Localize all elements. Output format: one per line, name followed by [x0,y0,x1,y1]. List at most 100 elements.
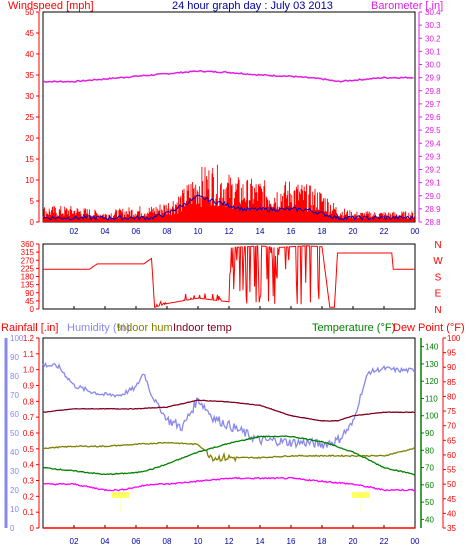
temp-tick-label: 80 [425,446,434,455]
series-indoor-hum [42,441,416,463]
temp-tick-label: 140 [425,343,439,352]
temp-x-tick-label: 06 [132,537,141,546]
sun-marker [111,492,130,498]
compass-label: E [435,289,442,300]
wind-x-tick-label: 02 [70,227,79,236]
wind-x-tick-label: 20 [349,227,358,236]
rain-tick-label: 0.1 [23,508,35,517]
temperature-label: Temperature (°F) [312,322,395,334]
baro-tick-label: 29.3 [425,152,441,161]
temp-tick-label: 50 [425,498,434,507]
baro-tick-label: 29.9 [425,74,441,83]
wind-tick-label: 0 [30,218,35,227]
direction-tick-label: 45 [25,297,34,306]
direction-tick-label: 360 [21,240,35,249]
humidity-tick-label: 20 [10,486,19,495]
series-humidity [42,361,416,449]
rain-tick-label: 0.7 [23,413,35,422]
rain-tick-label: 0.8 [23,397,35,406]
humidity-tick-label: 60 [10,410,19,419]
humidity-tick-label: 10 [10,505,19,514]
dew-tick-label: 65 [447,436,456,445]
baro-tick-label: 28.9 [425,205,441,214]
series-average-wind [42,194,414,221]
baro-tick-label: 28.8 [425,218,441,227]
rain-tick-label: 1.2 [23,334,35,343]
baro-tick-label: 30.2 [425,34,441,43]
wind-tick-label: 25 [25,113,34,122]
rain-tick-label: 0.5 [23,445,35,454]
humidity-tick-label: 70 [10,391,19,400]
direction-tick-label: 315 [21,248,35,257]
wind-x-tick-label: 06 [132,227,141,236]
series-dew-point-f [42,476,415,492]
wind-x-tick-label: 04 [101,227,110,236]
wind-x-tick-label: 08 [163,227,172,236]
temp-x-tick-label: 00 [411,537,420,546]
humidity-tick-label: 0 [10,524,15,533]
baro-tick-label: 29.7 [425,100,441,109]
wind-x-tick-label: 16 [287,227,296,236]
dew-tick-label: 75 [447,407,456,416]
temp-tick-label: 70 [425,464,434,473]
direction-tick-label: 90 [25,289,34,298]
humidity-tick-label: 40 [10,448,19,457]
wind-tick-label: 20 [25,134,34,143]
wind-x-tick-label: 18 [318,227,327,236]
dew-tick-label: 55 [447,466,456,475]
baro-tick-label: 29.5 [425,126,441,135]
baro-tick-label: 29.8 [425,87,441,96]
humidity-tick-label: 90 [10,353,19,362]
rain-tick-label: 0.4 [23,461,35,470]
dew-tick-label: 90 [447,363,456,372]
series-windspeed [42,164,415,222]
wind-tick-label: 50 [25,8,34,17]
temp-x-tick-label: 14 [256,537,265,546]
baro-tick-label: 30.3 [425,21,441,30]
rain-tick-label: 0.6 [23,429,35,438]
chart-layer: 0 5 10 15 20 25 30 35 40 45 50 28.8 28.9 29.0 29.1 29.2… [4,8,461,546]
dew-tick-label: 80 [447,392,456,401]
wind-x-tick-label: 14 [256,227,265,236]
dew-tick-label: 40 [447,509,456,518]
rain-tick-label: 0.9 [23,382,35,391]
dew-tick-label: 85 [447,378,456,387]
wind-tick-label: 35 [25,71,34,80]
baro-tick-label: 29.6 [425,113,441,122]
temp-tick-label: 110 [425,394,438,403]
dew-tick-label: 50 [447,480,456,489]
temp-x-tick-label: 20 [349,537,358,546]
windspeed-label: Windspeed [mph] [8,0,94,12]
temp-x-tick-label: 02 [70,537,79,546]
rain-tick-label: 1.1 [23,350,35,359]
humidity-label: Humidity (%) [67,322,130,334]
direction-tick-label: 180 [21,273,35,282]
compass-label: N [434,305,441,316]
series-indoor-temp [42,399,416,422]
temp-x-tick-label: 12 [225,537,234,546]
dew-tick-label: 95 [447,349,456,358]
dew-tick-label: 35 [447,524,456,533]
dew-tick-label: 100 [447,334,461,343]
wind-x-tick-label: 22 [380,227,389,236]
temp-x-tick-label: 22 [380,537,389,546]
direction-tick-label: 225 [21,264,35,273]
rainfall-label: Rainfall [.in] [1,322,58,334]
wind-x-tick-label: 10 [194,227,203,236]
temp-tick-label: 130 [425,360,439,369]
baro-tick-label: 29.2 [425,166,441,175]
rain-tick-label: 0 [30,524,35,533]
wind-tick-label: 45 [25,29,34,38]
baro-tick-label: 29.0 [425,192,441,201]
series-barometer [42,69,414,83]
baro-tick-label: 30.4 [425,8,441,17]
series-wind-direction [43,245,415,308]
temp-x-tick-label: 16 [287,537,296,546]
humidity-tick-label: 80 [10,372,19,381]
humidity-tick-label: 30 [10,467,19,476]
temp-tick-label: 40 [425,515,434,524]
humidity-tick-label: 50 [10,429,19,438]
dew-tick-label: 70 [447,422,456,431]
temp-tick-label: 120 [425,377,439,386]
